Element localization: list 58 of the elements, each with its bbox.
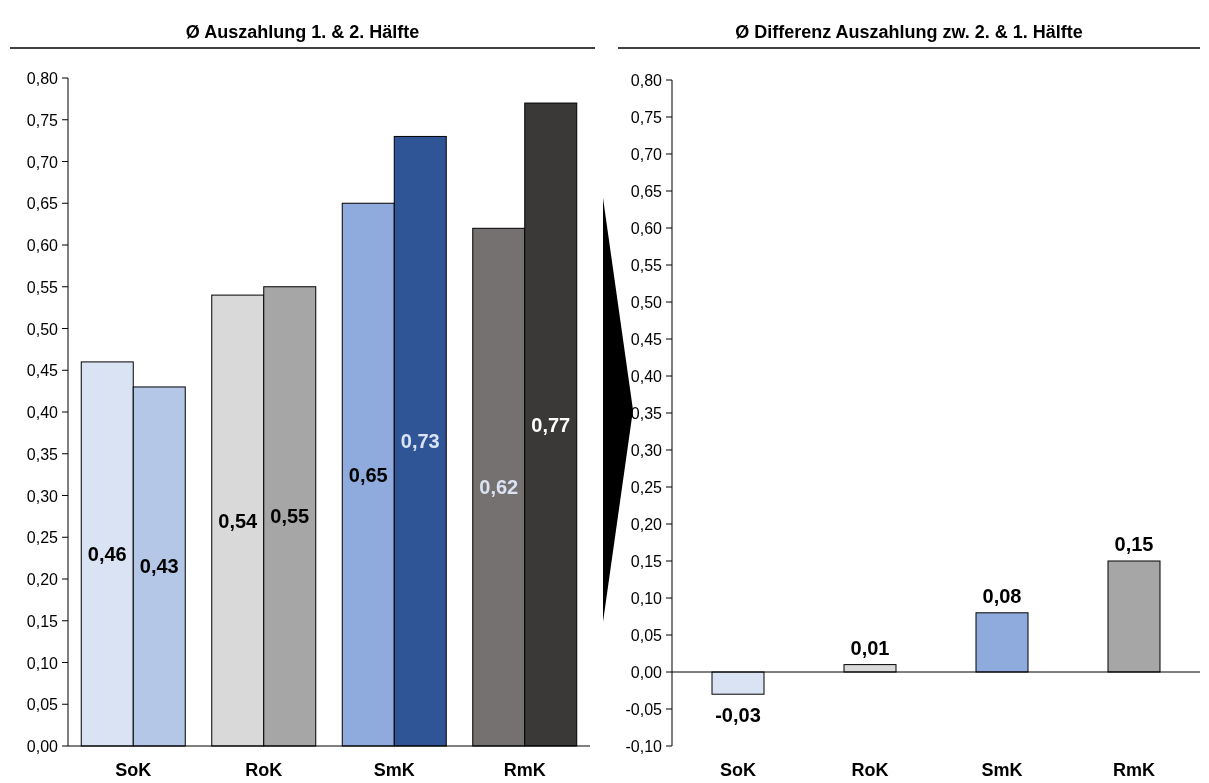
y-tick-label: 0,05 <box>630 627 663 644</box>
x-tick-label: SoK <box>115 760 152 780</box>
y-tick-label: 0,15 <box>630 553 663 570</box>
y-tick-label: 0,35 <box>630 405 663 422</box>
y-tick-label: 0,00 <box>630 664 663 681</box>
y-tick-label: -0,10 <box>625 738 663 755</box>
y-tick-label: 0,65 <box>26 195 59 213</box>
y-tick-label: 0,30 <box>630 442 663 459</box>
y-tick-label: 0,35 <box>26 445 59 463</box>
data-label: 0,54 <box>218 509 259 532</box>
y-tick-label: 0,80 <box>26 70 59 87</box>
y-tick-label: 0,55 <box>630 257 663 274</box>
y-tick-label: 0,40 <box>26 404 59 421</box>
y-tick-label: 0,70 <box>26 153 59 171</box>
data-label: 0,65 <box>348 463 388 486</box>
x-tick-label: RmK <box>503 760 546 780</box>
data-label: 0,01 <box>850 636 890 659</box>
y-tick-label: 0,10 <box>26 654 59 672</box>
y-tick-label: 0,55 <box>26 278 59 296</box>
y-tick-label: 0,50 <box>26 320 59 338</box>
y-tick-label: 0,60 <box>26 237 59 254</box>
y-tick-label: 0,10 <box>630 590 663 607</box>
x-tick-label: SoK <box>720 760 756 780</box>
data-label: -0,03 <box>715 704 761 727</box>
x-tick-label: RmK <box>1112 760 1156 780</box>
y-tick-label: 0,40 <box>630 368 663 385</box>
y-tick-label: 0,20 <box>26 571 59 588</box>
y-tick-label: 0,80 <box>630 72 663 89</box>
y-tick-label: 0,20 <box>630 516 663 533</box>
chart-title: Ø Auszahlung 1. & 2. Hälfte <box>185 22 420 42</box>
y-tick-label: 0,25 <box>26 529 59 547</box>
y-tick-label: 0,25 <box>630 479 663 496</box>
y-tick-label: 0,45 <box>630 331 663 348</box>
y-tick-label: -0,05 <box>625 701 663 718</box>
y-tick-label: 0,60 <box>630 220 663 237</box>
y-tick-label: 0,70 <box>630 146 663 163</box>
data-label: 0,73 <box>400 430 440 453</box>
y-tick-label: 0,75 <box>26 111 59 129</box>
data-label: 0,43 <box>139 555 179 578</box>
y-tick-label: 0,75 <box>630 109 663 126</box>
data-label: 0,55 <box>270 505 310 528</box>
y-tick-label: 0,65 <box>630 183 663 200</box>
data-label: 0,62 <box>479 476 519 499</box>
chart-title: Ø Differenz Auszahlung zw. 2. & 1. Hälfte <box>735 22 1083 42</box>
x-tick-label: RoK <box>851 760 889 780</box>
y-tick-label: 0,50 <box>630 294 663 311</box>
data-label: 0,15 <box>1114 533 1154 555</box>
data-label: 0,46 <box>87 542 127 565</box>
data-label: 0,08 <box>982 584 1022 607</box>
x-tick-label: SmK <box>373 760 415 780</box>
y-tick-label: 0,00 <box>26 738 59 755</box>
y-tick-label: 0,45 <box>26 362 59 380</box>
y-tick-label: 0,30 <box>26 487 59 505</box>
y-tick-label: 0,15 <box>26 612 59 630</box>
data-label: 0,77 <box>531 413 571 436</box>
y-tick-label: 0,05 <box>26 696 59 714</box>
x-tick-label: SmK <box>981 760 1023 780</box>
x-tick-label: RoK <box>245 760 283 780</box>
